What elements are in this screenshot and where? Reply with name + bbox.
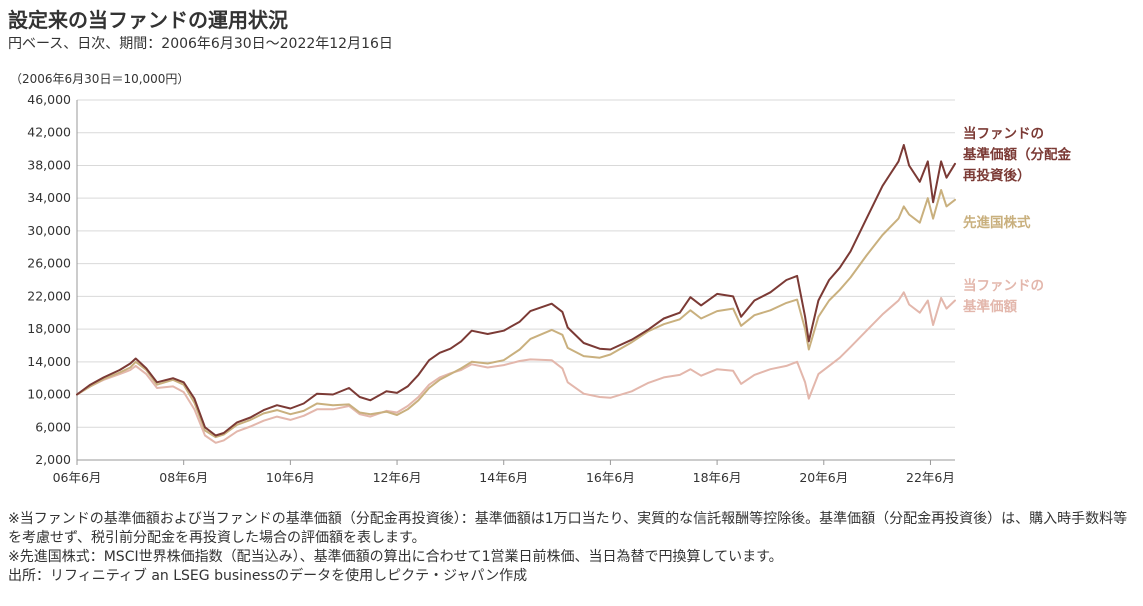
series-label-0: 当ファンドの [963, 125, 1044, 142]
footnote-fund-definition: ※当ファンドの基準価額および当ファンドの基準価額（分配金再投資後）：基準価額は1… [8, 511, 1128, 546]
y-tick-label: 42,000 [27, 125, 71, 140]
series-label-2: 基準価額 [963, 298, 1017, 315]
footnote-index-definition: ※先進国株式：MSCI世界株価指数（配当込み）、基準価額の算出に合わせて1営業日… [8, 549, 783, 565]
y-tick-label: 2,000 [35, 452, 71, 467]
x-tick-label: 14年6月 [479, 470, 528, 485]
y-tick-label: 26,000 [27, 256, 71, 271]
grid-lines [77, 99, 955, 428]
footnotes: ※当ファンドの基準価額および当ファンドの基準価額（分配金再投資後）：基準価額は1… [8, 510, 1133, 586]
base-note: （2006年6月30日＝10,000円） [10, 72, 189, 86]
y-tick-label: 10,000 [27, 387, 71, 402]
y-tick-label: 46,000 [27, 92, 71, 107]
performance-line-chart: （2006年6月30日＝10,000円） 2,000 6,000 10,000 14,… [10, 72, 1071, 485]
series-line-1 [76, 189, 956, 439]
footnote-source: 出所：リフィニティブ an LSEG businessのデータを使用しピクテ・ジ… [8, 568, 528, 584]
series-label-2: 当ファンドの [963, 277, 1044, 294]
axes: 2,000 6,000 10,000 14,000 18,000 22,000 26,000… [27, 92, 955, 485]
x-tick-label: 22年6月 [906, 470, 955, 485]
y-tick-label: 18,000 [27, 321, 71, 336]
y-tick-label: 30,000 [27, 223, 71, 238]
x-tick-label: 20年6月 [799, 470, 848, 485]
series-label-0: 基準価額（分配金 [963, 146, 1071, 163]
series-line-2 [76, 291, 956, 444]
page-title: 設定来の当ファンドの運用状況 [8, 8, 288, 32]
series-lines [76, 144, 956, 444]
y-tick-label: 14,000 [27, 354, 71, 369]
y-tick-label: 34,000 [27, 190, 71, 205]
x-tick-label: 12年6月 [373, 470, 422, 485]
series-line-0 [76, 144, 956, 437]
x-tick-label: 16年6月 [586, 470, 635, 485]
x-tick-label: 08年6月 [159, 470, 208, 485]
x-tick-label: 10年6月 [266, 470, 315, 485]
y-tick-label: 6,000 [35, 419, 71, 434]
x-tick-label: 18年6月 [693, 470, 742, 485]
page-subtitle: 円ベース、日次、期間：2006年6月30日～2022年12月16日 [8, 36, 393, 52]
series-label-0: 再投資後） [963, 167, 1031, 184]
y-tick-label: 22,000 [27, 288, 71, 303]
chart-container: （2006年6月30日＝10,000円） 2,000 6,000 10,000 14,… [0, 60, 1143, 500]
series-label-1: 先進国株式 [963, 214, 1031, 231]
x-tick-label: 06年6月 [53, 470, 102, 485]
y-tick-label: 38,000 [27, 157, 71, 172]
